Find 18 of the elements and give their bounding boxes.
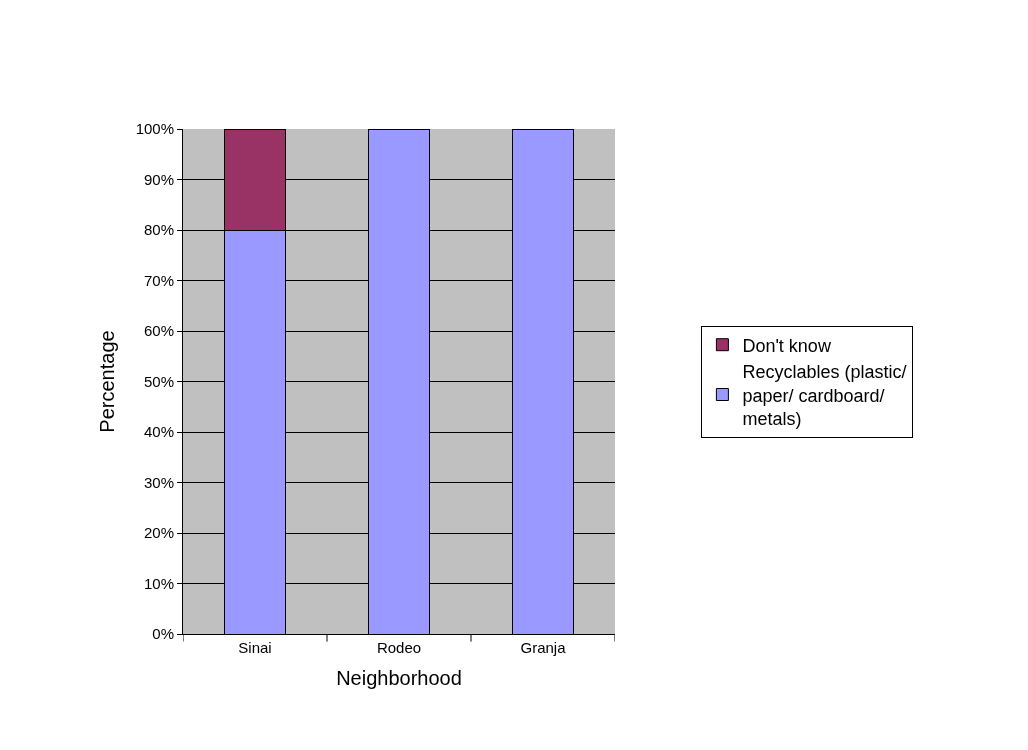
legend-label: Don't know — [742, 335, 832, 356]
legend-label: Recyclables (plastic/ paper/ cardboard/ metals) — [742, 362, 907, 429]
y-tick-label: 10% — [143, 574, 174, 592]
y-tick-label: 90% — [143, 170, 174, 188]
x-tick-label: Sinai — [238, 639, 272, 656]
y-tick-label: 30% — [143, 473, 174, 491]
y-tick-label: 0% — [152, 625, 174, 643]
y-tick-label: 70% — [143, 271, 174, 289]
y-tick-label: 20% — [143, 524, 174, 542]
y-tick-label: 100% — [135, 120, 174, 138]
y-tick-label: 80% — [143, 221, 174, 239]
x-axis-title: Neighborhood — [336, 666, 462, 689]
x-tick-label: Rodeo — [376, 639, 422, 656]
y-tick-label: 60% — [143, 322, 174, 340]
y-axis-title: Percentage — [96, 330, 119, 433]
y-tick-label: 40% — [143, 423, 174, 441]
x-tick-label: Granja — [520, 639, 567, 656]
y-tick-label: 50% — [143, 372, 174, 390]
